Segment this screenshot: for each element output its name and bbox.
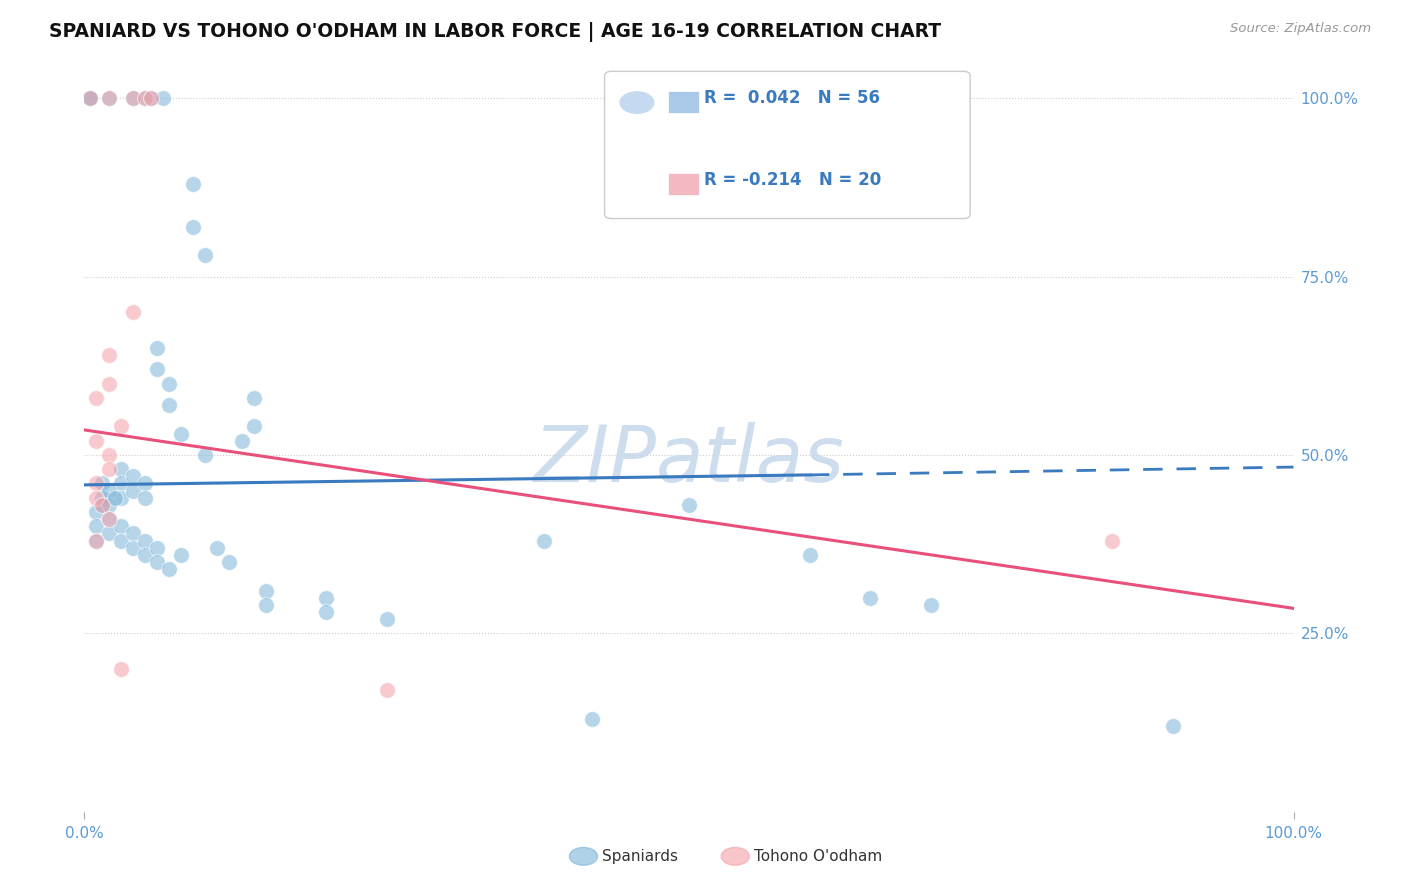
Point [181, 177, 204, 191]
Point [121, 91, 143, 105]
Point [110, 519, 132, 533]
Point [91, 491, 114, 505]
Point [110, 419, 132, 434]
Point [139, 91, 162, 105]
Point [242, 419, 264, 434]
Point [859, 591, 882, 605]
Point [146, 341, 169, 355]
Point [242, 391, 264, 405]
Point [157, 376, 180, 391]
Point [231, 434, 253, 448]
Point [97, 376, 120, 391]
Text: Tohono O'odham: Tohono O'odham [754, 849, 882, 864]
Point [121, 305, 143, 319]
Point [97, 348, 120, 362]
Point [86, 476, 108, 491]
Point [581, 712, 603, 726]
Point [97, 526, 120, 541]
Point [97, 512, 120, 526]
Point [375, 612, 398, 626]
Point [207, 541, 229, 555]
Point [1101, 533, 1123, 548]
Point [134, 476, 156, 491]
Point [86, 434, 108, 448]
Point [533, 533, 555, 548]
Point [121, 91, 143, 105]
Point [97, 448, 120, 462]
Text: R =  0.042   N = 56: R = 0.042 N = 56 [704, 89, 880, 107]
Point [157, 562, 180, 576]
Point [91, 498, 114, 512]
Point [97, 512, 120, 526]
Point [134, 91, 156, 105]
Point [104, 491, 127, 505]
Point [170, 548, 193, 562]
Point [146, 541, 169, 555]
Text: SPANIARD VS TOHONO O'ODHAM IN LABOR FORCE | AGE 16-19 CORRELATION CHART: SPANIARD VS TOHONO O'ODHAM IN LABOR FORC… [49, 22, 942, 42]
Point [146, 362, 169, 376]
Point [110, 533, 132, 548]
Point [315, 591, 337, 605]
Point [110, 462, 132, 476]
Point [97, 498, 120, 512]
Point [86, 505, 108, 519]
Point [97, 483, 120, 498]
Point [1161, 719, 1184, 733]
Point [97, 91, 120, 105]
Point [170, 426, 193, 441]
Point [315, 605, 337, 619]
Point [97, 462, 120, 476]
Point [91, 498, 114, 512]
Point [134, 548, 156, 562]
Point [121, 526, 143, 541]
Point [97, 91, 120, 105]
Point [121, 541, 143, 555]
Point [86, 533, 108, 548]
Point [134, 91, 156, 105]
Point [254, 583, 277, 598]
Point [121, 483, 143, 498]
Point [254, 598, 277, 612]
Point [79, 91, 101, 105]
Point [194, 248, 217, 262]
Point [152, 91, 174, 105]
Point [110, 476, 132, 491]
Point [79, 91, 101, 105]
Point [86, 391, 108, 405]
Point [86, 491, 108, 505]
Point [194, 448, 217, 462]
Point [110, 491, 132, 505]
Text: Spaniards: Spaniards [602, 849, 678, 864]
Point [86, 533, 108, 548]
Text: ZIPatlas: ZIPatlas [533, 422, 845, 498]
Text: Source: ZipAtlas.com: Source: ZipAtlas.com [1230, 22, 1371, 36]
Point [181, 219, 204, 234]
Point [678, 498, 700, 512]
Point [86, 519, 108, 533]
Point [157, 398, 180, 412]
Point [134, 491, 156, 505]
Point [146, 555, 169, 569]
Point [139, 91, 162, 105]
Point [375, 683, 398, 698]
Point [79, 91, 101, 105]
Point [121, 469, 143, 483]
Point [134, 533, 156, 548]
Text: R = -0.214   N = 20: R = -0.214 N = 20 [704, 171, 882, 189]
Point [110, 662, 132, 676]
Point [91, 476, 114, 491]
Point [920, 598, 942, 612]
Point [218, 555, 240, 569]
Point [799, 548, 821, 562]
